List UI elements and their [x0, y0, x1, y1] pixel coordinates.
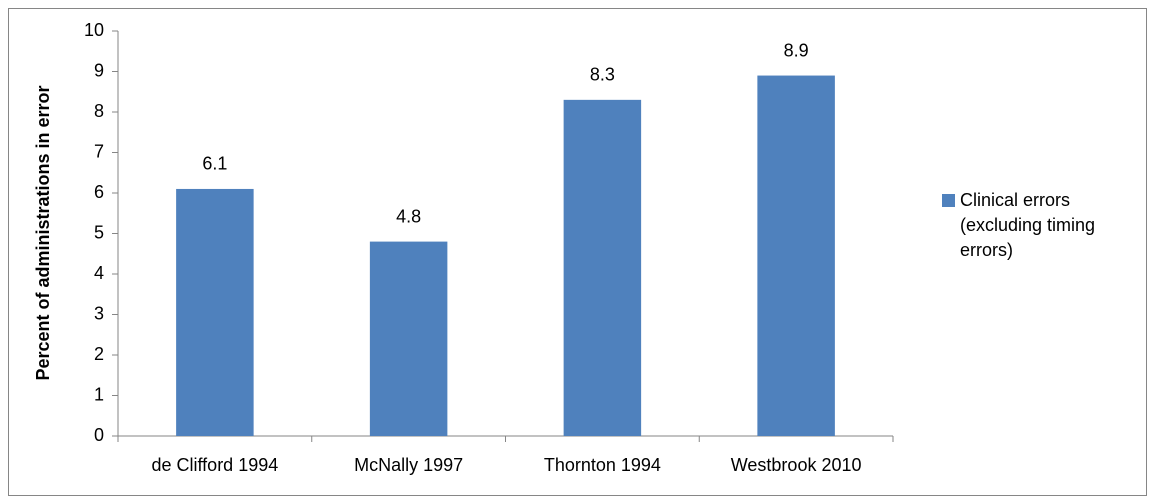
data-label: 8.3	[590, 65, 615, 85]
x-tick-label: McNally 1997	[354, 455, 463, 475]
y-tick-label: 5	[94, 222, 104, 242]
y-tick-label: 7	[94, 141, 104, 161]
data-label: 6.1	[202, 154, 227, 174]
y-tick-label: 4	[94, 263, 104, 283]
y-tick-label: 10	[84, 20, 104, 40]
data-label: 4.8	[396, 206, 421, 226]
x-tick-label: Thornton 1994	[544, 455, 661, 475]
y-tick-label: 0	[94, 425, 104, 445]
x-tick-label: Westbrook 2010	[731, 455, 862, 475]
bar	[369, 241, 448, 436]
y-tick-label: 6	[94, 182, 104, 202]
y-tick-label: 3	[94, 303, 104, 323]
x-tick-label: de Clifford 1994	[151, 455, 278, 475]
y-tick-label: 9	[94, 60, 104, 80]
y-tick-label: 2	[94, 344, 104, 364]
y-tick-label: 8	[94, 101, 104, 121]
bar	[757, 75, 835, 437]
y-axis-title: Percent of administrations in error	[33, 85, 53, 380]
data-label: 8.9	[784, 40, 809, 60]
legend-label: Clinical errors (excluding timing errors…	[960, 190, 1096, 260]
bar	[563, 99, 642, 436]
legend-swatch	[942, 194, 955, 207]
bar	[176, 188, 254, 436]
y-tick-label: 1	[94, 384, 104, 404]
